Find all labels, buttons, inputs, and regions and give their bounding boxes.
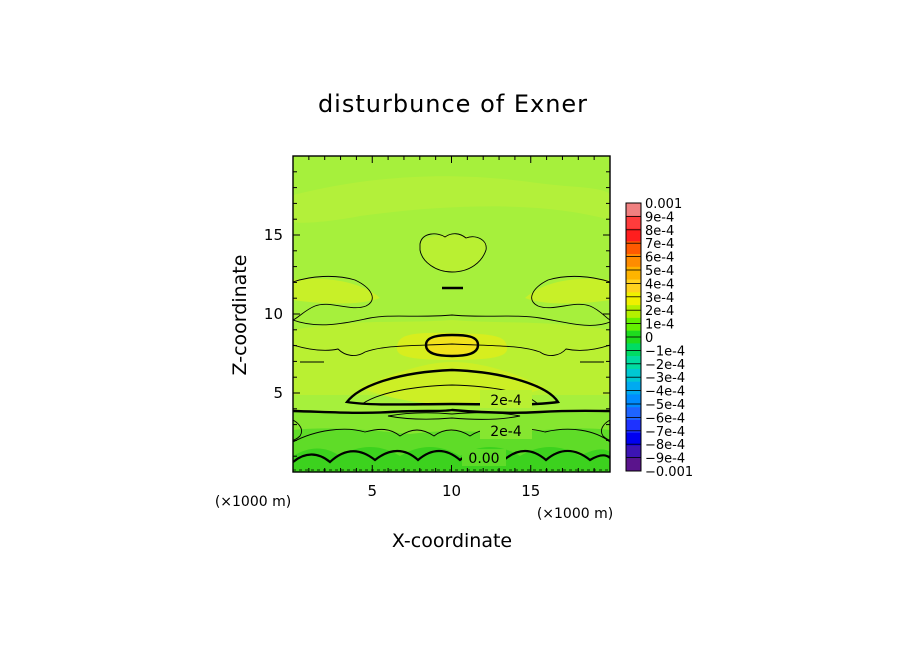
field-blob-right	[525, 278, 610, 304]
colorbar-swatch	[626, 203, 641, 217]
colorbar-label: −5e-4	[645, 398, 685, 413]
contour-right	[531, 275, 610, 321]
colorbar-label: 5e-4	[645, 264, 674, 279]
colorbar-label: 3e-4	[645, 291, 674, 306]
colorbar-swatch	[626, 241, 641, 255]
colorbar-label: −4e-4	[645, 385, 685, 400]
y-tick-labels: 5 10 15	[264, 226, 283, 402]
colorbar-swatch	[626, 254, 641, 268]
field-band-upper	[293, 176, 610, 223]
colorbar: 0.0019e-48e-47e-46e-45e-44e-43e-42e-41e-…	[625, 197, 693, 480]
z-unit-label: (×1000 m)	[215, 494, 291, 510]
colorbar-label: −1e-4	[645, 344, 685, 359]
colorbar-label: 0	[645, 331, 653, 346]
y-tick-label: 15	[264, 226, 283, 244]
colorbar-label: 8e-4	[645, 224, 674, 239]
contour-2e-4-a	[344, 368, 560, 406]
colorbar-swatch	[626, 317, 641, 331]
contour-top	[419, 233, 487, 273]
colorbar-label: 4e-4	[645, 277, 674, 292]
colorbar-swatch	[626, 279, 641, 293]
field-blob-left	[293, 278, 380, 304]
colorbar-swatch	[626, 228, 641, 242]
colorbar-label: 9e-4	[645, 210, 674, 225]
y-tick-label: 5	[273, 384, 283, 402]
contour-upper-mid	[293, 314, 610, 326]
colorbar-label: −7e-4	[645, 425, 685, 440]
colorbar-swatch	[626, 292, 641, 306]
x-tick-label: 10	[442, 482, 461, 500]
contour-lines	[293, 233, 610, 471]
colorbar-swatch	[626, 305, 641, 319]
colorbar-label: 0.001	[645, 197, 682, 212]
tick-marks	[292, 155, 611, 473]
colorbar-label: −2e-4	[645, 358, 685, 373]
colorbar-label: −3e-4	[645, 371, 685, 386]
colorbar-swatch	[626, 394, 641, 408]
x-tick-label: 5	[367, 482, 377, 500]
colorbar-label: 1e-4	[645, 318, 674, 333]
contour-left	[293, 275, 373, 321]
x-tick-labels: 5 10 15	[367, 482, 540, 500]
contour-label-bg-2	[480, 421, 532, 439]
colorbar-swatch	[626, 458, 641, 472]
contour-label-bg-1	[480, 390, 532, 408]
colorbar-swatch	[626, 419, 641, 434]
x-tick-label: 15	[521, 482, 540, 500]
colorbar-swatch	[626, 432, 641, 446]
contour-lens	[387, 412, 521, 420]
contour-label-3: 0.00	[468, 451, 499, 467]
colorbar-swatch	[626, 407, 641, 421]
contour-label-bg-3	[462, 449, 506, 466]
colorbar-label: −9e-4	[645, 452, 685, 467]
colorbar-label: −0.001	[645, 465, 693, 480]
y-axis-label: Z-coordinate	[229, 255, 251, 376]
colorbar-swatch	[626, 356, 641, 370]
colorbar-label: 6e-4	[645, 251, 674, 266]
axes	[292, 155, 611, 473]
contour-0	[293, 449, 610, 464]
colorbar-label: −6e-4	[645, 411, 685, 426]
y-tick-label: 10	[264, 305, 283, 323]
contour-2e-4-b	[293, 408, 610, 415]
contour-mid	[293, 343, 610, 356]
colorbar-swatch	[626, 266, 641, 280]
x-unit-label: (×1000 m)	[537, 506, 613, 522]
contour-label-2: 2e-4	[490, 424, 522, 440]
plot-field	[293, 156, 610, 472]
colorbar-swatch	[626, 445, 641, 459]
contour-label-1: 2e-4	[490, 393, 522, 409]
x-axis-label: X-coordinate	[392, 530, 512, 552]
colorbar-label: −8e-4	[645, 438, 685, 453]
contour-edges	[293, 419, 610, 441]
field-peak	[425, 336, 478, 356]
colorbar-swatch	[626, 368, 641, 382]
chart-title: disturbunce of Exner	[318, 90, 588, 118]
contour-low	[293, 428, 610, 443]
colorbar-swatch	[626, 215, 641, 229]
colorbar-swatch	[626, 381, 641, 395]
field-blob-top	[420, 234, 486, 272]
colorbar-label: 7e-4	[645, 237, 674, 252]
colorbar-swatch	[626, 343, 641, 357]
colorbar-label: 2e-4	[645, 304, 674, 319]
